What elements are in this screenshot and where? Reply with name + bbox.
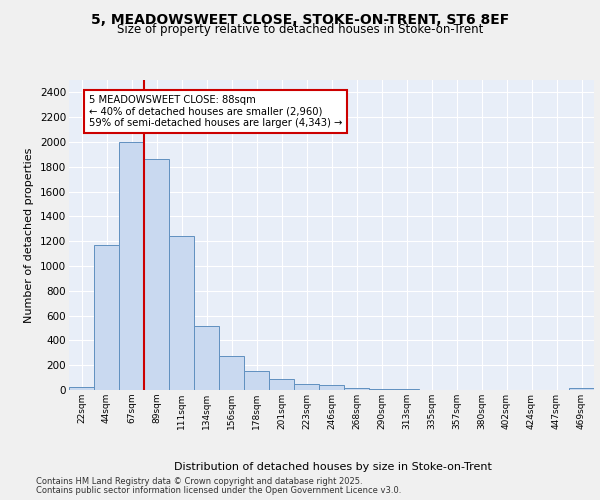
Bar	[194, 326, 219, 390]
Bar	[144, 160, 169, 390]
Bar	[169, 236, 194, 390]
Text: 5, MEADOWSWEET CLOSE, STOKE-ON-TRENT, ST6 8EF: 5, MEADOWSWEET CLOSE, STOKE-ON-TRENT, ST…	[91, 12, 509, 26]
Bar	[369, 389, 394, 390]
Bar	[319, 385, 344, 390]
Bar	[94, 245, 119, 390]
Bar	[119, 142, 144, 390]
Bar	[219, 356, 244, 390]
Bar	[569, 388, 594, 390]
Bar	[344, 388, 369, 390]
Bar	[244, 372, 269, 390]
Y-axis label: Number of detached properties: Number of detached properties	[25, 148, 34, 322]
Bar	[294, 384, 319, 390]
Bar	[269, 379, 294, 390]
Text: Contains public sector information licensed under the Open Government Licence v3: Contains public sector information licen…	[36, 486, 401, 495]
Bar	[69, 387, 94, 390]
Text: 5 MEADOWSWEET CLOSE: 88sqm
← 40% of detached houses are smaller (2,960)
59% of s: 5 MEADOWSWEET CLOSE: 88sqm ← 40% of deta…	[89, 95, 343, 128]
Text: Contains HM Land Registry data © Crown copyright and database right 2025.: Contains HM Land Registry data © Crown c…	[36, 477, 362, 486]
Text: Size of property relative to detached houses in Stoke-on-Trent: Size of property relative to detached ho…	[117, 22, 483, 36]
Text: Distribution of detached houses by size in Stoke-on-Trent: Distribution of detached houses by size …	[174, 462, 492, 472]
